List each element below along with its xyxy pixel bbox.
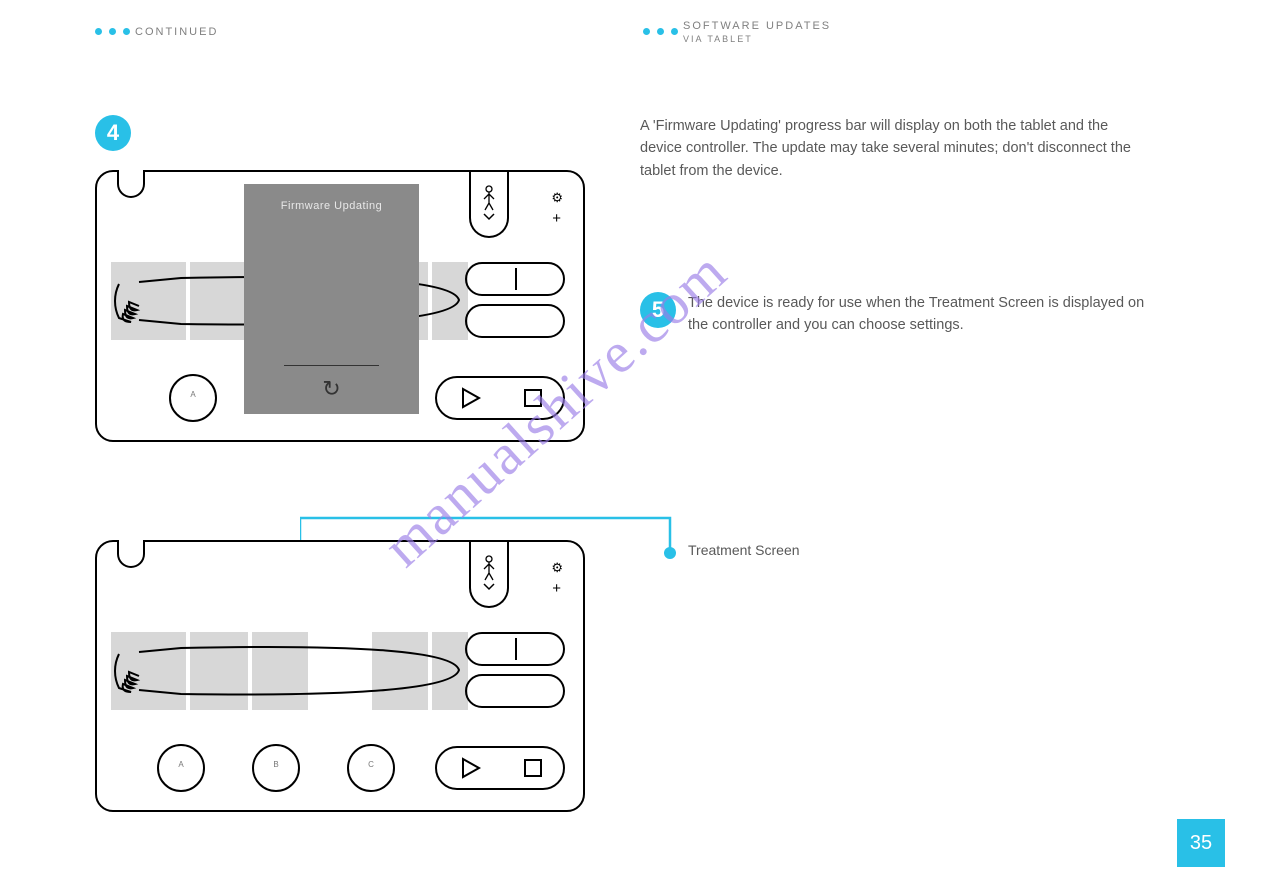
header-label-right: SOFTWARE UPDATES <box>683 20 831 32</box>
device-panel-2: ⚙ + A B C <box>95 540 585 812</box>
segment-3-selected[interactable] <box>312 632 368 710</box>
step5-bullet: 5 <box>640 292 676 328</box>
header-dots-left <box>95 28 130 35</box>
device2-user-tab[interactable] <box>469 540 509 608</box>
page-root: CONTINUED SOFTWARE UPDATES VIA TABLET 4 … <box>0 0 1263 893</box>
person-icon <box>482 555 496 581</box>
device2-pill-top[interactable] <box>465 632 565 666</box>
device1-media-row <box>435 376 565 420</box>
device1-user-tab[interactable] <box>469 170 509 238</box>
segment-5[interactable] <box>432 262 468 340</box>
firmware-overlay: Firmware Updating ↻ <box>244 184 419 414</box>
device2-pill-bottom[interactable] <box>465 674 565 708</box>
play-icon[interactable] <box>458 756 482 780</box>
device2-mode-a[interactable]: A <box>157 744 205 792</box>
device2-arm-segments <box>111 632 468 710</box>
segment-4[interactable] <box>372 632 428 710</box>
device2-notch <box>117 540 145 568</box>
device1-mode-a[interactable]: A <box>169 374 217 422</box>
segment-hand[interactable] <box>111 632 186 710</box>
plus-icon[interactable]: + <box>552 210 561 227</box>
device1-pill-top[interactable] <box>465 262 565 296</box>
play-icon[interactable] <box>458 386 482 410</box>
person-icon <box>482 185 496 211</box>
device-panel-1: ⚙ + Firmware Updating ↻ <box>95 170 585 442</box>
step5-text: The device is ready for use when the Tre… <box>688 292 1148 337</box>
segment-1[interactable] <box>190 632 248 710</box>
stop-icon[interactable] <box>523 758 543 778</box>
segment-hand[interactable] <box>111 262 186 340</box>
header-dots-right <box>643 28 678 35</box>
chevron-down-icon <box>483 213 495 221</box>
device1-pill-bottom[interactable] <box>465 304 565 338</box>
device2-media-row <box>435 746 565 790</box>
stop-icon[interactable] <box>523 388 543 408</box>
segment-1[interactable] <box>190 262 248 340</box>
step4-text: A 'Firmware Updating' progress bar will … <box>640 115 1140 182</box>
reload-icon: ↻ <box>244 376 419 402</box>
chevron-down-icon <box>483 583 495 591</box>
device2-mode-c[interactable]: C <box>347 744 395 792</box>
segment-2[interactable] <box>252 632 308 710</box>
device2-mode-b[interactable]: B <box>252 744 300 792</box>
device1-notch <box>117 170 145 198</box>
header-label-left: CONTINUED <box>135 26 218 38</box>
plus-icon[interactable]: + <box>552 580 561 597</box>
firmware-progress-line <box>284 365 379 366</box>
step4-bullet: 4 <box>95 115 131 151</box>
segment-5[interactable] <box>432 632 468 710</box>
gear-icon[interactable]: ⚙ <box>551 560 563 576</box>
page-number: 35 <box>1177 819 1225 867</box>
gear-icon[interactable]: ⚙ <box>551 190 563 206</box>
step5-leader-label: Treatment Screen <box>688 540 988 562</box>
firmware-overlay-label: Firmware Updating <box>244 200 419 212</box>
header-label-right-sub: VIA TABLET <box>683 34 753 44</box>
